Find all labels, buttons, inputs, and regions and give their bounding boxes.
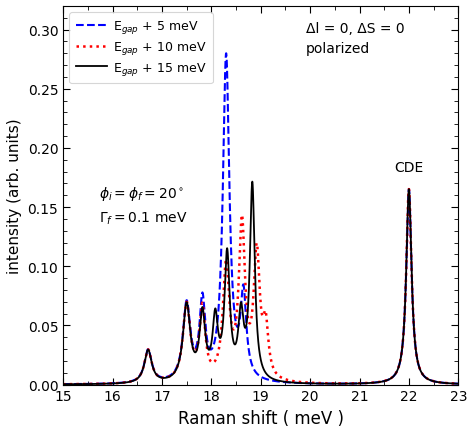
X-axis label: Raman shift ( meV ): Raman shift ( meV ) <box>178 409 344 427</box>
Y-axis label: intensity (arb. units): intensity (arb. units) <box>7 118 22 273</box>
E$_{gap}$ + 10 meV <box>406 187 412 192</box>
Legend: E$_{gap}$ + 5 meV, E$_{gap}$ + 10 meV, E$_{gap}$ + 15 meV: E$_{gap}$ + 5 meV, E$_{gap}$ + 10 meV, E… <box>69 13 213 84</box>
Text: $\phi_i = \phi_f = 20^\circ$
$\Gamma_f = 0.1$ meV: $\phi_i = \phi_f = 20^\circ$ $\Gamma_f =… <box>99 184 187 226</box>
E$_{gap}$ + 5 meV <box>77 381 82 387</box>
E$_{gap}$ + 10 meV <box>435 379 440 385</box>
E$_{gap}$ + 5 meV <box>62 381 68 387</box>
E$_{gap}$ + 10 meV <box>456 381 461 386</box>
E$_{gap}$ + 15 meV <box>138 372 144 377</box>
E$_{gap}$ + 15 meV <box>435 380 440 385</box>
E$_{gap}$ + 10 meV <box>254 243 259 248</box>
E$_{gap}$ + 10 meV <box>138 372 144 377</box>
E$_{gap}$ + 15 meV <box>249 180 255 185</box>
E$_{gap}$ + 10 meV <box>60 382 66 387</box>
Line: E$_{gap}$ + 15 meV: E$_{gap}$ + 15 meV <box>63 182 458 385</box>
E$_{gap}$ + 5 meV <box>435 379 440 385</box>
E$_{gap}$ + 5 meV <box>223 52 229 57</box>
E$_{gap}$ + 15 meV <box>84 381 90 387</box>
Line: E$_{gap}$ + 5 meV: E$_{gap}$ + 5 meV <box>63 54 458 384</box>
E$_{gap}$ + 15 meV <box>62 382 68 387</box>
E$_{gap}$ + 10 meV <box>62 381 68 387</box>
E$_{gap}$ + 10 meV <box>84 381 90 387</box>
E$_{gap}$ + 5 meV <box>84 381 90 387</box>
E$_{gap}$ + 5 meV <box>456 381 461 386</box>
E$_{gap}$ + 10 meV <box>77 381 82 387</box>
E$_{gap}$ + 5 meV <box>60 381 66 387</box>
E$_{gap}$ + 5 meV <box>138 372 144 377</box>
E$_{gap}$ + 15 meV <box>456 381 461 386</box>
Text: CDE: CDE <box>394 161 424 174</box>
Line: E$_{gap}$ + 10 meV: E$_{gap}$ + 10 meV <box>63 190 458 385</box>
E$_{gap}$ + 5 meV <box>254 370 259 375</box>
E$_{gap}$ + 15 meV <box>254 309 259 314</box>
Text: Δl = 0, ΔS = 0
polarized: Δl = 0, ΔS = 0 polarized <box>306 22 405 56</box>
E$_{gap}$ + 15 meV <box>60 382 66 387</box>
E$_{gap}$ + 15 meV <box>77 381 82 387</box>
